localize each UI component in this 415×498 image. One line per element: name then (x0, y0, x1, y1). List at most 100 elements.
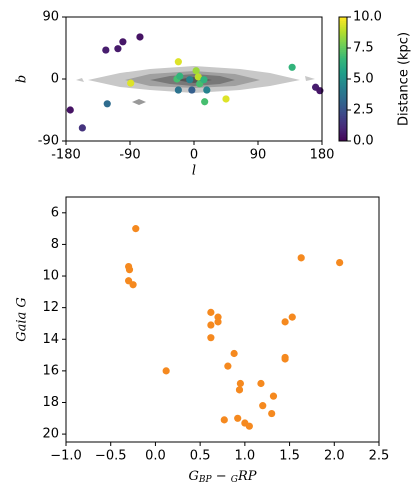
point (222, 95, 230, 103)
point (174, 86, 182, 94)
colorbar-segment (339, 56, 347, 59)
x-tick-label: 0.5 (190, 449, 211, 464)
point (136, 33, 144, 41)
point (186, 76, 194, 84)
point (132, 225, 140, 233)
colorbar-segment (339, 64, 347, 68)
x-tick-label: 0 (190, 148, 198, 163)
colorbar-segment (339, 54, 347, 57)
colorbar-segment (339, 17, 347, 20)
colorbar-segment (339, 66, 347, 70)
point (102, 46, 110, 54)
point (174, 58, 182, 66)
label-part: G (189, 469, 199, 484)
point (288, 313, 296, 321)
y-tick-label: 6 (51, 205, 59, 220)
colorbar-segment (339, 45, 347, 49)
colorbar-segment (339, 138, 347, 142)
point (200, 76, 208, 84)
point (268, 409, 276, 418)
point (234, 414, 242, 422)
colorbar-segment (339, 118, 347, 121)
colorbar-segment (339, 124, 347, 128)
x-tick-label: 2.0 (324, 449, 345, 464)
colorbar-segment (339, 107, 347, 111)
y-tick-label: 20 (42, 427, 59, 442)
colorbar-segment (339, 112, 347, 115)
colorbar-tick-label: 0.0 (353, 134, 374, 149)
point (162, 367, 170, 375)
point (269, 392, 278, 400)
colorbar-segment (339, 27, 347, 30)
colorbar-segment (339, 120, 347, 123)
y-axis-label: b (15, 75, 30, 83)
colorbar-segment (339, 58, 347, 61)
y-tick-label: 90 (42, 10, 59, 25)
x-tick-label: 1.0 (235, 449, 256, 464)
colorbar-segment (339, 29, 347, 32)
point (259, 402, 267, 410)
colorbar-segment (339, 83, 347, 86)
colorbar-segment (339, 105, 347, 109)
colorbar-segment (339, 21, 347, 24)
x-tick-label: 2.5 (369, 449, 390, 464)
point (119, 38, 127, 46)
colorbar-segment (339, 89, 347, 92)
point (66, 106, 74, 114)
point (214, 318, 222, 326)
colorbar-tick-label: 10.0 (353, 10, 382, 25)
x-axis-label: GBP − GRP (189, 469, 257, 485)
y-tick-label: -90 (38, 134, 59, 149)
colorbar-tick-label: 2.5 (353, 103, 374, 118)
colorbar-segment (339, 70, 347, 74)
y-tick-label: 12 (42, 300, 59, 315)
colorbar-segment (339, 87, 347, 90)
x-axis-label: l (192, 164, 196, 179)
colorbar-tick-label: 7.5 (353, 41, 374, 56)
colorbar-segment (339, 93, 347, 97)
density-contours (76, 66, 315, 105)
colorbar-segment (339, 74, 347, 78)
colorbar-label: Distance (kpc) (397, 32, 412, 126)
point (176, 72, 184, 80)
point (188, 86, 196, 94)
y-tick-label: 8 (51, 237, 59, 252)
colorbar-segment (339, 62, 347, 66)
point (224, 362, 232, 370)
colorbar-segment (339, 126, 347, 130)
colorbar-segment (339, 33, 347, 37)
point (220, 416, 228, 424)
colorbar-segment (339, 68, 347, 72)
colorbar-segment (339, 132, 347, 136)
point (103, 100, 111, 108)
colorbar-segment (339, 19, 347, 22)
label-part: RP (237, 469, 257, 484)
point (129, 281, 137, 289)
colorbar-segment (339, 122, 347, 125)
y-tick-label: 10 (42, 269, 59, 284)
y-tick-label: 18 (42, 395, 59, 410)
colorbar-segment (339, 91, 347, 94)
colorbar-segment (339, 81, 347, 84)
point (201, 98, 209, 106)
point (235, 386, 244, 394)
point (207, 334, 215, 342)
x-tick-label: -180 (51, 148, 81, 163)
x-tick-label: −1.0 (50, 449, 82, 464)
y-tick-label: 14 (42, 332, 59, 347)
colorbar-segment (339, 52, 347, 55)
point (78, 124, 86, 132)
colorbar-segment (339, 43, 347, 47)
point (127, 79, 135, 87)
point (281, 355, 289, 363)
point (230, 349, 238, 358)
colorbar-segment (339, 130, 347, 134)
colorbar-segment (339, 72, 347, 76)
subscript: BP (198, 475, 213, 485)
colorbar-segment (339, 99, 347, 103)
colorbar-segment (339, 35, 347, 39)
colorbar-segment (339, 37, 347, 41)
point (336, 258, 344, 267)
x-tick-label: 90 (250, 148, 267, 163)
